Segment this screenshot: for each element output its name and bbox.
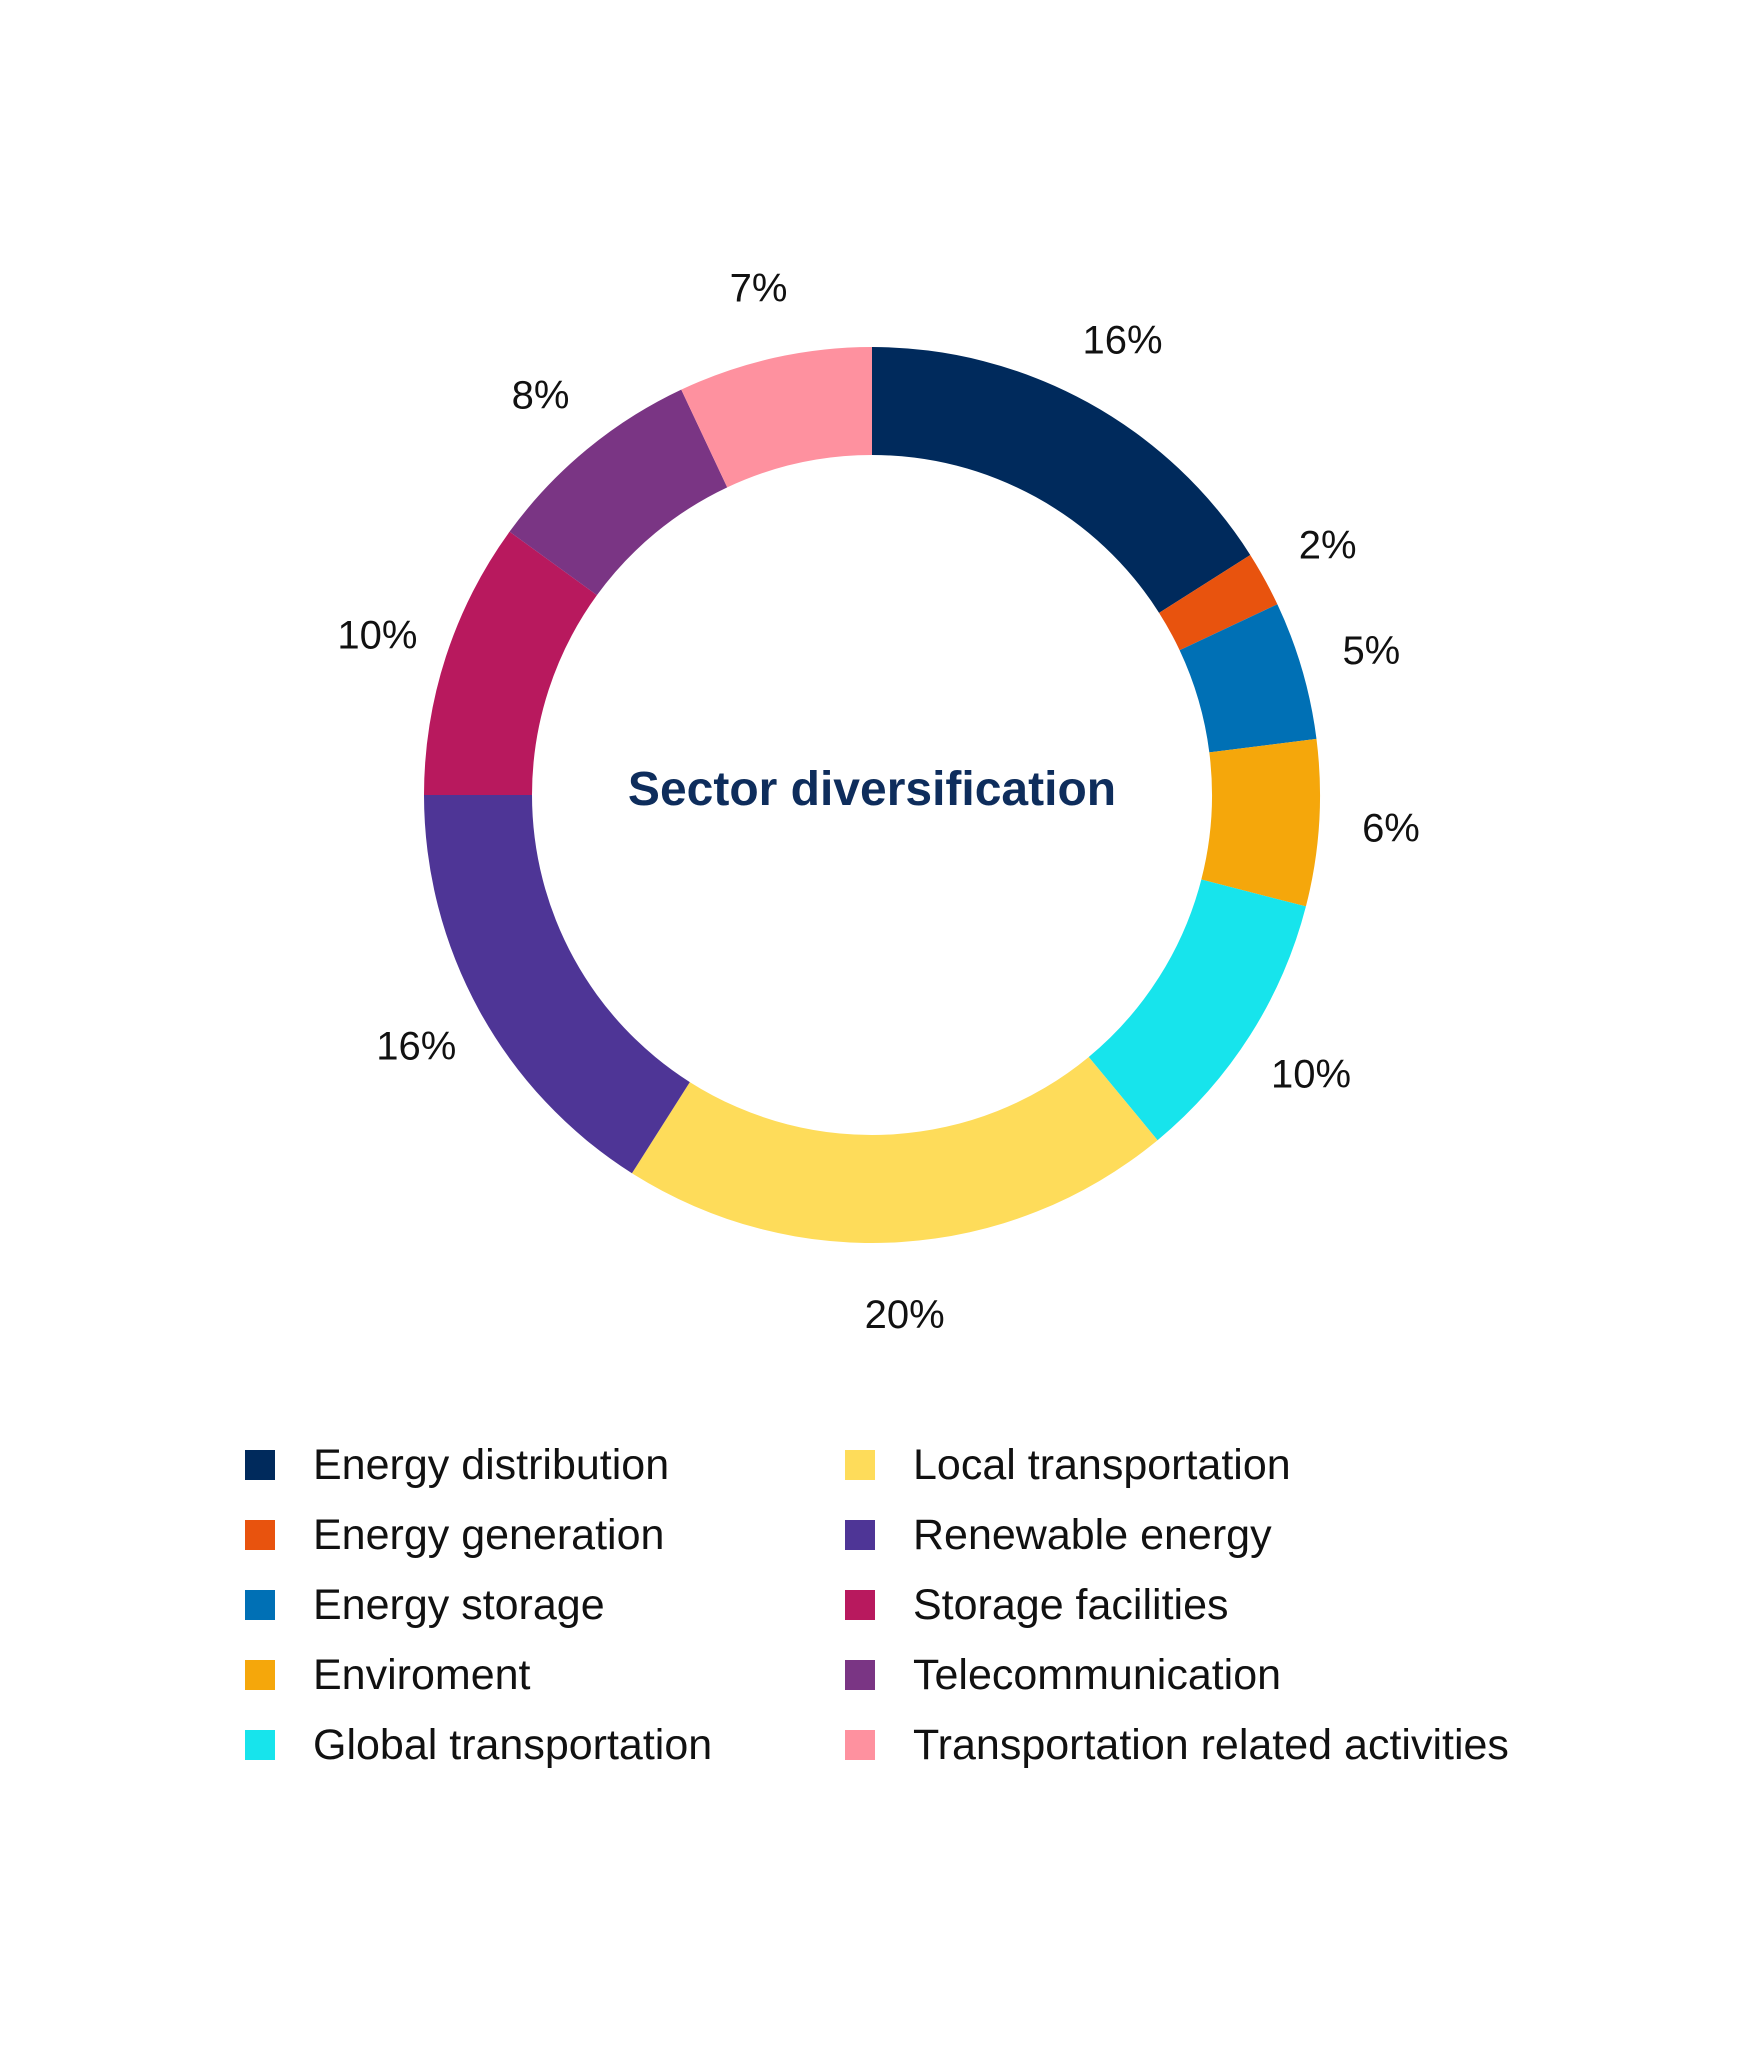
donut-slices xyxy=(424,347,1320,1243)
slice-telecommunication xyxy=(509,389,728,596)
slice-label-enviroment: 6% xyxy=(1362,807,1420,851)
legend-swatch xyxy=(845,1450,875,1480)
legend-label: Renewable energy xyxy=(913,1510,1272,1559)
legend-label: Enviroment xyxy=(313,1650,531,1699)
slice-label-energy-generation: 2% xyxy=(1299,523,1357,567)
slice-enviroment xyxy=(1201,738,1320,907)
legend-label: Transportation related activities xyxy=(913,1720,1509,1769)
slice-label-transportation-related-activities: 7% xyxy=(730,267,788,311)
legend-label: Telecommunication xyxy=(913,1650,1282,1699)
slice-transportation-related-activities xyxy=(681,347,872,488)
slice-energy-distribution xyxy=(872,347,1251,613)
legend-swatch xyxy=(245,1590,275,1620)
legend-swatch xyxy=(245,1730,275,1760)
legend-swatch xyxy=(845,1590,875,1620)
legend-item-transportation-related-activities: Transportation related activities xyxy=(845,1710,1509,1780)
legend-label: Energy generation xyxy=(313,1510,665,1559)
slice-energy-storage xyxy=(1179,604,1317,753)
slice-energy-generation xyxy=(1159,554,1278,651)
legend-column-left: Energy distribution Energy generation Ener… xyxy=(245,1430,712,1780)
slice-label-global-transportation: 10% xyxy=(1271,1053,1351,1097)
legend-swatch xyxy=(245,1520,275,1550)
legend-item-global-transportation: Global transportation xyxy=(245,1710,712,1780)
legend-item-energy-distribution: Energy distribution xyxy=(245,1430,712,1500)
legend-item-enviroment: Enviroment xyxy=(245,1640,712,1710)
legend-swatch xyxy=(845,1520,875,1550)
legend-item-energy-generation: Energy generation xyxy=(245,1500,712,1570)
legend-item-energy-storage: Energy storage xyxy=(245,1570,712,1640)
slice-label-storage-facilities: 10% xyxy=(337,613,417,657)
slice-label-telecommunication: 8% xyxy=(512,373,570,417)
slice-storage-facilities xyxy=(424,531,597,795)
slice-value-labels: 16% 2% 5% 6% 10% 20% 16% 10% 8% 7% xyxy=(337,267,1419,1337)
legend-item-local-transportation: Local transportation xyxy=(845,1430,1509,1500)
slice-label-local-transportation: 20% xyxy=(865,1293,945,1337)
legend-label: Storage facilities xyxy=(913,1580,1229,1629)
legend-item-storage-facilities: Storage facilities xyxy=(845,1570,1509,1640)
slice-local-transportation xyxy=(631,1056,1158,1243)
slice-label-energy-distribution: 16% xyxy=(1082,318,1162,362)
legend-swatch xyxy=(845,1660,875,1690)
legend-label: Global transportation xyxy=(313,1720,713,1769)
slice-global-transportation xyxy=(1088,879,1306,1141)
slice-label-energy-storage: 5% xyxy=(1342,629,1400,673)
slice-renewable-energy xyxy=(424,795,690,1174)
legend-swatch xyxy=(245,1450,275,1480)
legend-swatch xyxy=(845,1730,875,1760)
legend-label: Energy storage xyxy=(313,1580,605,1629)
legend-label: Energy distribution xyxy=(313,1440,670,1489)
legend-label: Local transportation xyxy=(913,1440,1291,1489)
slice-label-renewable-energy: 16% xyxy=(376,1025,456,1069)
chart-center-title: Sector diversification xyxy=(628,763,1116,816)
legend-item-renewable-energy: Renewable energy xyxy=(845,1500,1509,1570)
legend-column-right: Local transportation Renewable energy Stor… xyxy=(845,1430,1509,1780)
legend-item-telecommunication: Telecommunication xyxy=(845,1640,1509,1710)
legend-swatch xyxy=(245,1660,275,1690)
